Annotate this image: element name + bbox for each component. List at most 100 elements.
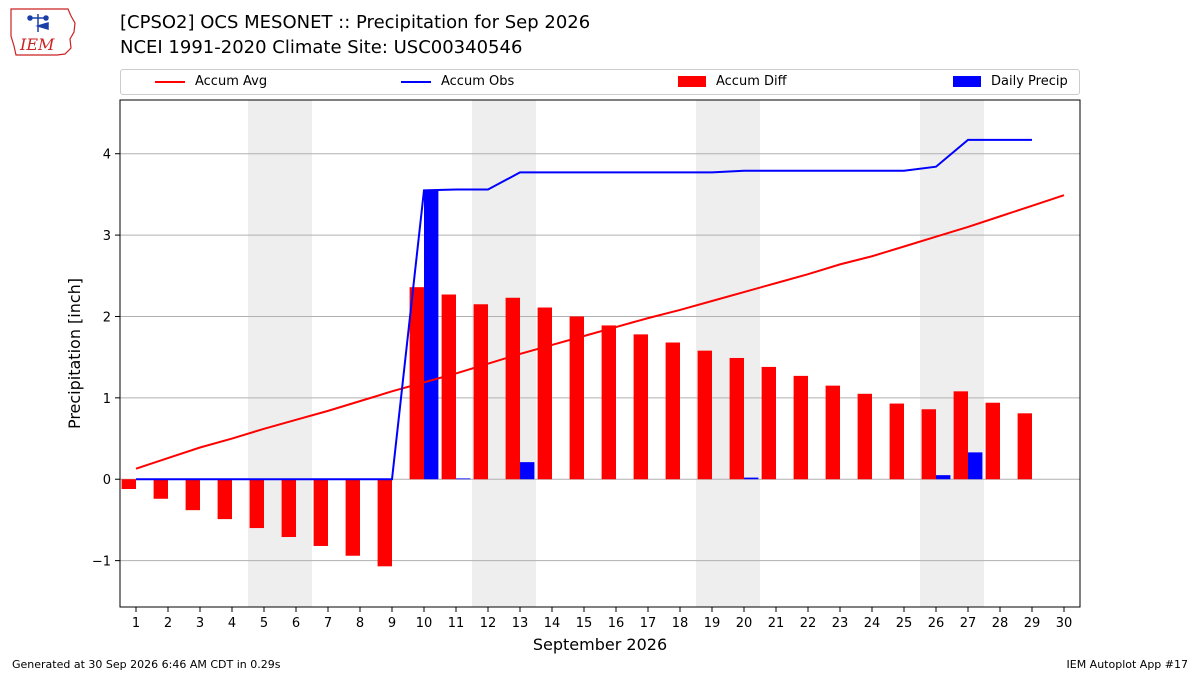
x-tick-label: 25 — [896, 616, 913, 631]
weather-station-icon — [27, 14, 49, 32]
accum-obs-line — [136, 138, 1032, 481]
x-tick-label: 29 — [1024, 616, 1041, 631]
y-tick-label: 1 — [103, 392, 111, 407]
y-tick-label: 0 — [103, 473, 111, 488]
weekend-shade — [248, 100, 312, 607]
daily-precip-bar — [520, 462, 535, 480]
diff-bar — [249, 479, 264, 529]
daily-precip-bar — [968, 452, 983, 480]
y-tick-label: 4 — [103, 148, 111, 163]
daily-precip-bar — [424, 190, 439, 480]
x-tick-label: 18 — [672, 616, 689, 631]
weekend-shade — [920, 100, 984, 607]
x-tick-label: 20 — [736, 616, 753, 631]
legend-item-accum-obs: Accum Obs — [401, 74, 514, 89]
diff-bar — [985, 402, 1000, 480]
x-tick-label: 24 — [864, 616, 881, 631]
diff-bar — [185, 479, 200, 511]
x-tick-label: 21 — [768, 616, 785, 631]
x-tick-label: 23 — [832, 616, 849, 631]
diff-bar — [153, 479, 168, 499]
diff-bar — [889, 403, 904, 480]
legend-swatch-diff — [678, 76, 706, 87]
x-axis-label: September 2026 — [533, 635, 667, 654]
diff-bar — [825, 385, 840, 480]
legend-label-diff: Accum Diff — [716, 74, 787, 89]
x-tick-label: 1 — [132, 616, 140, 631]
diff-bar — [697, 350, 712, 480]
x-tick-label: 9 — [388, 616, 396, 631]
diff-bar — [505, 297, 520, 480]
diff-bar — [537, 307, 552, 480]
diff-bar — [729, 357, 744, 480]
x-tick-label: 22 — [800, 616, 817, 631]
plot-frame — [119, 99, 1081, 608]
diff-bar — [633, 334, 648, 480]
legend-item-accum-diff: Accum Diff — [678, 74, 787, 89]
legend-swatch-obs — [401, 80, 431, 83]
x-tick-label: 28 — [992, 616, 1009, 631]
x-tick-label: 14 — [544, 616, 561, 631]
x-tick-label: 12 — [480, 616, 497, 631]
x-tick-label: 8 — [356, 616, 364, 631]
x-tick-label: 16 — [608, 616, 625, 631]
x-tick-label: 13 — [512, 616, 529, 631]
daily-precip-bar — [744, 477, 759, 480]
x-tick-label: 11 — [448, 616, 465, 631]
diff-bar — [281, 479, 296, 538]
diff-bar — [665, 342, 680, 480]
diff-bar — [473, 304, 488, 480]
chart-title: [CPSO2] OCS MESONET :: Precipitation for… — [120, 12, 591, 33]
legend-swatch-daily — [953, 76, 981, 87]
y-axis-label: Precipitation [inch] — [65, 278, 84, 429]
x-tick-label: 26 — [928, 616, 945, 631]
y-tick-label: −1 — [92, 555, 111, 570]
diff-bar — [345, 479, 360, 556]
legend-label-daily: Daily Precip — [991, 74, 1068, 89]
diff-bar — [377, 479, 392, 567]
diff-bar — [441, 294, 456, 480]
diff-bar — [409, 287, 424, 480]
legend-label-obs: Accum Obs — [441, 74, 515, 89]
diff-bar — [601, 325, 616, 480]
diff-bar — [121, 479, 136, 489]
x-tick-label: 30 — [1056, 616, 1073, 631]
legend-item-daily-precip: Daily Precip — [953, 74, 1068, 89]
x-tick-label: 17 — [640, 616, 657, 631]
logo-state-outline — [10, 8, 76, 56]
x-tick-label: 27 — [960, 616, 977, 631]
chart-legend: Accum Avg Accum Obs Accum Diff Daily Pre… — [120, 69, 1080, 95]
diff-bar — [761, 366, 776, 480]
logo-text: IEM — [19, 35, 55, 54]
legend-label-avg: Accum Avg — [195, 74, 268, 89]
generated-footer: Generated at 30 Sep 2026 6:46 AM CDT in … — [12, 658, 281, 671]
iem-logo: IEM — [10, 8, 76, 56]
x-tick-label: 10 — [416, 616, 433, 631]
daily-precip-bar — [456, 478, 471, 480]
daily-precip-bar — [936, 475, 951, 480]
x-tick-label: 19 — [704, 616, 721, 631]
y-tick-label: 2 — [103, 310, 111, 325]
x-tick-label: 7 — [324, 616, 332, 631]
x-tick-label: 5 — [260, 616, 268, 631]
x-tick-label: 15 — [576, 616, 593, 631]
diff-bar — [313, 479, 328, 546]
x-tick-label: 6 — [292, 616, 300, 631]
accum-avg-line — [135, 194, 1065, 470]
x-tick-label: 4 — [228, 616, 236, 631]
diff-bar — [793, 375, 808, 480]
chart-subtitle: NCEI 1991-2020 Climate Site: USC00340546 — [120, 37, 523, 58]
legend-item-accum-avg: Accum Avg — [155, 74, 267, 89]
y-tick-label: 3 — [103, 229, 111, 244]
x-tick-label: 3 — [196, 616, 204, 631]
diff-bar — [569, 316, 584, 480]
diff-bar — [857, 393, 872, 480]
diff-bar — [217, 479, 232, 520]
app-footer: IEM Autoplot App #17 — [1066, 658, 1189, 671]
diff-bar — [1017, 413, 1032, 480]
diff-bar — [921, 409, 936, 480]
x-tick-label: 2 — [164, 616, 172, 631]
legend-swatch-avg — [155, 80, 185, 83]
diff-bar — [953, 391, 968, 480]
